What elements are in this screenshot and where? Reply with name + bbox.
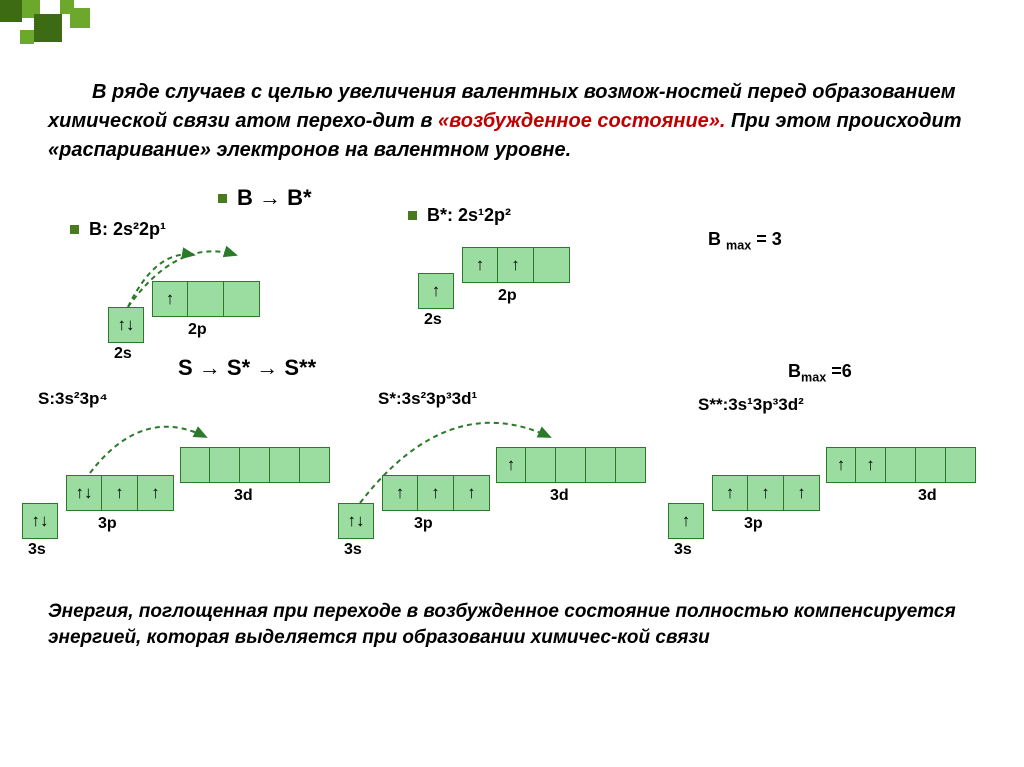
orbital-cell	[454, 475, 490, 511]
orbital-3d	[496, 447, 646, 483]
orbital-cell	[338, 503, 374, 539]
orbital-3p	[712, 475, 820, 511]
orbital-cell	[534, 247, 570, 283]
orbital-cell	[210, 447, 240, 483]
sulfur-ground-diagram: 3s 3p 3d	[22, 411, 332, 571]
orbital-cell	[382, 475, 418, 511]
boron-transition: B → B*	[218, 185, 312, 211]
boron-excited-config: B*: 2s¹2p²	[408, 205, 511, 226]
boron-ground-diagram: 2s 2p	[108, 245, 328, 355]
orbital-3s	[22, 503, 58, 539]
label-3p: 3p	[98, 515, 117, 533]
label-3s: 3s	[344, 541, 362, 559]
bullet-icon	[408, 211, 417, 220]
orbital-3d	[826, 447, 976, 483]
orbital-cell	[916, 447, 946, 483]
boron-excited-diagram: 2s 2p	[418, 239, 638, 349]
orbital-2s	[418, 273, 454, 309]
orbital-cell	[102, 475, 138, 511]
orbital-cell	[826, 447, 856, 483]
bullet-icon	[70, 225, 79, 234]
corner-decoration	[0, 0, 140, 50]
boron-valence: В max = 3	[708, 229, 782, 253]
boron-ground-config: B: 2s²2p¹	[70, 219, 166, 240]
sulfur-valence: Вmax =6	[788, 361, 852, 385]
orbital-cell	[668, 503, 704, 539]
orbital-cell	[784, 475, 820, 511]
orbital-2p	[462, 247, 570, 283]
orbital-cell	[462, 247, 498, 283]
intro-paragraph: В ряде случаев с целью увеличения валент…	[48, 78, 984, 165]
orbital-cell	[22, 503, 58, 539]
orbital-cell	[886, 447, 916, 483]
orbital-cell	[224, 281, 260, 317]
orbital-cell	[108, 307, 144, 343]
orbital-cell	[946, 447, 976, 483]
sulfur-exc1-diagram: 3s 3p 3d	[338, 411, 658, 571]
label-2p: 2p	[188, 321, 207, 339]
sulfur-exc1-config: S*:3s²3p³3d¹	[378, 389, 477, 409]
orbital-3s	[668, 503, 704, 539]
orbital-cell	[300, 447, 330, 483]
sulfur-exc2-diagram: 3s 3p 3d	[668, 419, 988, 579]
orbital-cell	[526, 447, 556, 483]
label-3d: 3d	[918, 487, 937, 505]
orbital-cell	[586, 447, 616, 483]
orbital-cell	[152, 281, 188, 317]
orbital-3s	[338, 503, 374, 539]
orbital-cell	[418, 475, 454, 511]
sulfur-exc2-config: S**:3s¹3p³3d²	[698, 395, 804, 415]
orbital-3p	[382, 475, 490, 511]
orbital-cell	[856, 447, 886, 483]
label-3d: 3d	[234, 487, 253, 505]
orbital-2s	[108, 307, 144, 343]
orbital-cell	[556, 447, 586, 483]
orbital-cell	[138, 475, 174, 511]
boron-transition-text: B → B*	[237, 185, 312, 211]
orbital-cell	[498, 247, 534, 283]
orbital-cell	[748, 475, 784, 511]
boron-section: B → B* B: 2s²2p¹ B*: 2s¹2p² В max = 3	[48, 185, 984, 365]
orbital-cell	[270, 447, 300, 483]
footer-paragraph: Энергия, поглощенная при переходе в возб…	[48, 599, 984, 650]
orbital-cell	[616, 447, 646, 483]
label-3d: 3d	[550, 487, 569, 505]
label-3s: 3s	[674, 541, 692, 559]
orbital-cell	[712, 475, 748, 511]
label-3p: 3p	[744, 515, 763, 533]
label-2s: 2s	[424, 311, 442, 329]
label-3p: 3p	[414, 515, 433, 533]
orbital-cell	[418, 273, 454, 309]
sulfur-section: S → S* → S** Вmax =6 S:3s²3p⁴ S*:3s²3p³3…	[48, 365, 984, 585]
boron-excited-config-text: B*: 2s¹2p²	[427, 205, 511, 226]
orbital-2p	[152, 281, 260, 317]
intro-highlight: «возбужденное состояние».	[438, 110, 725, 132]
slide-content: В ряде случаев с целью увеличения валент…	[48, 58, 984, 669]
label-2p: 2p	[498, 287, 517, 305]
label-3s: 3s	[28, 541, 46, 559]
orbital-3d	[180, 447, 330, 483]
label-2s: 2s	[114, 345, 132, 363]
sulfur-ground-config: S:3s²3p⁴	[38, 389, 108, 409]
bullet-icon	[218, 194, 227, 203]
orbital-cell	[496, 447, 526, 483]
orbital-cell	[180, 447, 210, 483]
orbital-3p	[66, 475, 174, 511]
boron-ground-config-text: B: 2s²2p¹	[89, 219, 166, 240]
orbital-cell	[66, 475, 102, 511]
sulfur-transition: S → S* → S**	[178, 355, 316, 381]
orbital-cell	[188, 281, 224, 317]
orbital-cell	[240, 447, 270, 483]
